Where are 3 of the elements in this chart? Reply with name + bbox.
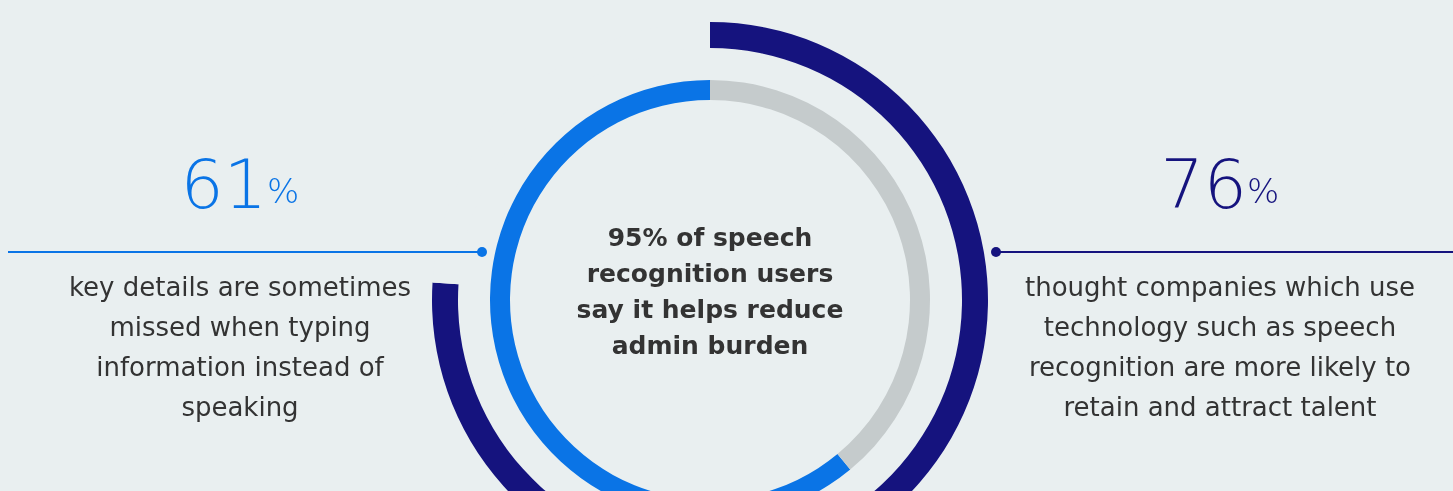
- text: 95% of speech recognition users say it helps reduce admin burden: [575, 222, 845, 362]
- text: key details are sometimes missed when typing information instead of speaking: [67, 271, 412, 424]
- text: thought companies which use technology such as speech recognition are more likely to retain and attract talent: [1024, 271, 1416, 424]
